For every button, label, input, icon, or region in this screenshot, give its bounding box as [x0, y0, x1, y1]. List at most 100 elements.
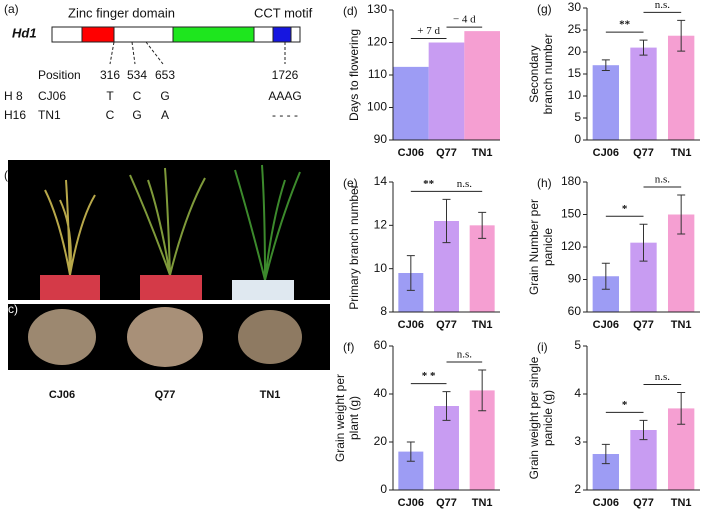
x-tick-label: TN1	[472, 319, 493, 331]
y-axis-label: Grain weight per single	[527, 356, 541, 479]
y-tick-label: 100	[367, 100, 387, 114]
error-bar	[601, 59, 610, 71]
significance: **	[619, 19, 631, 31]
significance: n.s.	[457, 178, 473, 190]
y-tick-label: 90	[568, 272, 582, 286]
y-tick-label: 0	[380, 482, 387, 496]
significance: *	[622, 203, 628, 215]
pot	[140, 275, 202, 300]
panel-label: (d)	[343, 4, 358, 18]
error-bar	[677, 194, 686, 235]
position: 653	[155, 68, 175, 82]
y-tick-label: 0	[574, 132, 581, 146]
x-tick-label: TN1	[671, 319, 692, 331]
axes	[586, 8, 700, 141]
panel-label: (c)	[4, 302, 18, 316]
y-tick-label: 110	[368, 67, 387, 81]
significance: n.s.	[655, 174, 671, 186]
x-tick-label: CJ06	[398, 147, 424, 159]
x-tick-label: CJ06	[593, 319, 619, 331]
error-bar	[639, 39, 648, 56]
panel-label: (g)	[537, 2, 552, 16]
significance: n.s.	[655, 0, 671, 11]
plants	[44, 164, 301, 281]
variety-label: CJ06	[49, 389, 75, 401]
y-tick-label: 150	[561, 207, 581, 221]
y-tick-label: 60	[374, 338, 388, 352]
allele: G	[160, 89, 169, 103]
x-tick-label: Q77	[436, 319, 457, 331]
axes	[392, 182, 500, 313]
x-tick-label: Q77	[633, 147, 654, 159]
error-bar	[677, 19, 686, 52]
position-header: Position	[38, 68, 81, 82]
x-tick-label: CJ06	[593, 497, 619, 509]
y-axis-label: panicle (g)	[541, 390, 555, 446]
y-tick-label: 130	[367, 2, 387, 16]
allele: A	[161, 108, 169, 122]
error-bar	[639, 419, 648, 441]
y-tick-label: 10	[374, 261, 388, 275]
bar	[469, 225, 495, 312]
y-tick-label: 12	[374, 218, 388, 232]
allele: T	[106, 89, 114, 103]
significance: **	[423, 178, 435, 190]
error-bar	[442, 391, 451, 421]
y-axis-label: panicle	[541, 228, 555, 266]
allele: AAAG	[268, 89, 301, 103]
panel-label: (f)	[343, 340, 354, 354]
position: 1726	[272, 68, 299, 82]
error-bar	[677, 392, 686, 425]
y-tick-label: 20	[568, 44, 582, 58]
significance: n.s.	[457, 349, 473, 361]
y-axis-label: Grain weight per	[333, 374, 347, 462]
y-tick-label: 30	[568, 0, 582, 14]
y-tick-label: 5	[574, 110, 581, 124]
gene-name: Hd1	[12, 25, 37, 40]
y-axis-label: plant (g)	[347, 396, 361, 440]
exon	[172, 26, 255, 43]
panel-label: (i)	[537, 340, 548, 354]
y-tick-label: 120	[367, 35, 387, 49]
x-tick-label: Q77	[633, 319, 654, 331]
y-tick-label: 8	[380, 304, 387, 318]
y-axis-label: Secondary	[527, 45, 541, 102]
axes	[392, 346, 500, 491]
panel-label: (e)	[343, 176, 358, 190]
y-axis-label: Days to flowering	[347, 29, 361, 121]
significance: n.s.	[655, 371, 671, 383]
y-tick-label: 10	[568, 88, 582, 102]
error-bar	[639, 223, 648, 262]
cct-motif	[272, 26, 292, 43]
allele: - - - -	[272, 108, 298, 122]
y-tick-label: 25	[568, 22, 582, 36]
bar	[630, 47, 657, 140]
error-bar	[601, 262, 610, 290]
pot	[232, 280, 294, 300]
x-tick-label: TN1	[472, 147, 493, 159]
bar	[667, 35, 695, 140]
allele: C	[133, 89, 142, 103]
seeds	[28, 309, 96, 365]
x-tick-label: Q77	[633, 497, 654, 509]
x-tick-label: Q77	[436, 497, 457, 509]
axes	[586, 182, 700, 313]
domain-label: CCT motif	[254, 5, 313, 20]
y-tick-label: 90	[374, 132, 388, 146]
y-axis-label: Grain Number per	[527, 199, 541, 295]
position-links	[109, 41, 286, 65]
y-tick-label: 3	[574, 434, 581, 448]
significance: + 7 d	[417, 25, 440, 37]
panel-label: (a)	[4, 2, 19, 16]
significance: * *	[422, 370, 436, 382]
y-tick-label: 60	[568, 304, 582, 318]
bar	[393, 66, 429, 140]
significance: *	[622, 399, 628, 411]
position: 316	[100, 68, 120, 82]
y-tick-label: 2	[574, 482, 581, 496]
bar	[592, 65, 620, 140]
significance: − 4 d	[453, 14, 476, 26]
domain-label: Zinc finger domain	[68, 5, 175, 20]
panel-label: (h)	[537, 176, 552, 190]
